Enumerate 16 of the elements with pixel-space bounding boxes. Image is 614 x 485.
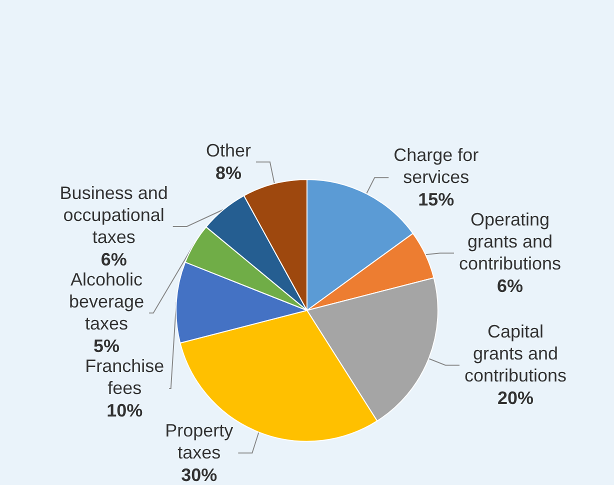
slice-label: Alcoholic beverage taxes [69, 270, 144, 334]
data-label: 8% [215, 163, 242, 183]
data-label: 10% [106, 400, 143, 420]
slice-label: Operating grants and contributions [458, 210, 562, 274]
data-label: 30% [181, 465, 218, 485]
slice-label: Capital grants and contributions [464, 322, 567, 386]
data-label: 6% [497, 276, 524, 296]
slice-label: Property taxes [165, 420, 234, 462]
data-label: 5% [94, 336, 120, 356]
data-label: 6% [100, 250, 127, 270]
data-label: 20% [498, 388, 534, 408]
slice-label: Business and occupational taxes [60, 183, 168, 247]
slice-label: Charge for services [394, 145, 479, 188]
slice-label: Other [206, 140, 251, 160]
slice-label: Franchise fees [85, 356, 164, 398]
data-label: 15% [418, 190, 454, 210]
